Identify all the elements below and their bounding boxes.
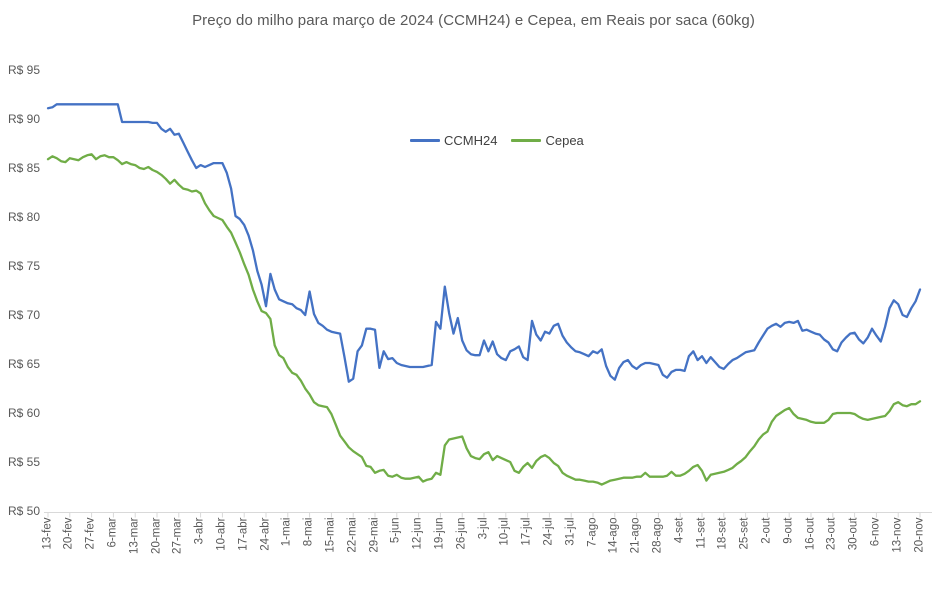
x-axis-label: 24-jul xyxy=(542,517,555,546)
y-axis-label: R$ 65 xyxy=(8,357,41,371)
x-axis-label: 14-ago xyxy=(607,517,620,554)
x-axis-label: 15-mai xyxy=(324,517,337,553)
legend-item-ccmh24: CCMH24 xyxy=(410,133,497,148)
y-axis-label: R$ 80 xyxy=(8,210,41,224)
y-axis-label: R$ 50 xyxy=(8,504,41,518)
x-axis-label: 8-mai xyxy=(302,517,315,547)
x-axis-label: 3-abr xyxy=(193,517,206,545)
x-axis-label: 11-set xyxy=(695,517,707,549)
x-axis-label: 10-jul xyxy=(498,517,511,546)
y-axis-label: R$ 95 xyxy=(8,63,41,77)
x-axis-label: 5-jun xyxy=(389,517,402,544)
x-axis-label: 31-jul xyxy=(564,517,577,546)
legend-item-cepea: Cepea xyxy=(511,133,584,148)
cepea-line-swatch-icon xyxy=(511,139,542,142)
x-axis-label: 6-mar xyxy=(106,517,119,548)
ccmh24-line xyxy=(46,103,922,383)
x-axis-label: 3-jul xyxy=(477,517,489,540)
x-axis-label: 18-set xyxy=(716,517,729,550)
x-axis-label: 10-abr xyxy=(215,517,228,551)
y-axis-label: R$ 90 xyxy=(8,112,41,126)
x-axis-label: 2-out xyxy=(760,517,773,544)
x-axis-label: 22-mai xyxy=(346,517,359,553)
y-axis-label: R$ 55 xyxy=(8,455,41,469)
x-axis-label: 24-abr xyxy=(259,517,271,551)
x-axis-label: 27-fev xyxy=(84,517,97,550)
chart-title: Preço do milho para março de 2024 (CCMH2… xyxy=(192,12,755,29)
x-axis-label: 25-set xyxy=(738,517,751,550)
chart-legend: CCMH24 Cepea xyxy=(410,133,584,148)
x-axis-label: 17-jul xyxy=(520,517,533,546)
y-axis-label: R$ 60 xyxy=(8,406,41,420)
x-axis-label: 20-nov xyxy=(913,517,925,553)
ccmh24-line-swatch-icon xyxy=(410,139,440,142)
x-axis-label: 20-fev xyxy=(62,517,75,550)
x-axis-label: 20-mar xyxy=(150,517,162,554)
x-axis-label: 26-jun xyxy=(455,517,468,550)
y-axis-label: R$ 75 xyxy=(8,259,41,273)
x-axis-label: 16-out xyxy=(804,517,816,551)
x-axis-label: 17-abr xyxy=(237,517,250,551)
x-axis-label: 1-mai xyxy=(280,517,293,547)
x-axis-label: 7-ago xyxy=(586,517,598,547)
x-axis-label: 12-jun xyxy=(411,517,424,550)
x-axis-label: 30-out xyxy=(847,517,860,551)
x-axis-label: 13-mar xyxy=(128,517,141,554)
y-axis-label: R$ 85 xyxy=(8,161,41,175)
cepea-line xyxy=(46,153,922,486)
x-axis-label: 29-mai xyxy=(368,517,380,553)
x-axis-label: 23-out xyxy=(825,517,838,551)
x-axis-label: 6-nov xyxy=(869,517,882,547)
x-axis-label: 27-mar xyxy=(171,517,184,554)
y-axis-label: R$ 70 xyxy=(8,308,41,322)
x-axis-label: 28-ago xyxy=(651,517,664,554)
legend-label-cepea: Cepea xyxy=(545,133,584,148)
x-axis-label: 21-ago xyxy=(629,517,642,554)
x-axis-label: 9-out xyxy=(782,517,795,544)
legend-label-ccmh24: CCMH24 xyxy=(444,133,498,148)
x-axis-label: 13-fev xyxy=(41,517,53,550)
x-axis-label: 13-nov xyxy=(891,517,904,553)
x-axis-label: 19-jun xyxy=(433,517,446,550)
x-axis-label: 4-set xyxy=(673,517,686,544)
